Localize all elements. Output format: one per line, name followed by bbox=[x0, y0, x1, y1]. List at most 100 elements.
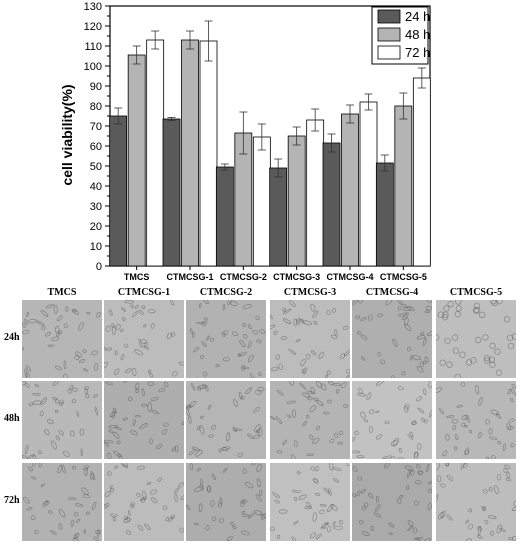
cell-texture bbox=[270, 381, 349, 459]
micrograph-column-label: CTMCSG-2 bbox=[199, 287, 253, 298]
cell-outline bbox=[200, 415, 204, 419]
cell-outline bbox=[208, 434, 215, 438]
cell-outline bbox=[222, 357, 230, 362]
cell-outline bbox=[181, 421, 184, 426]
cell-outline bbox=[446, 361, 453, 368]
cell-outline bbox=[360, 489, 366, 494]
cell-outline bbox=[242, 304, 252, 309]
cell-outline bbox=[227, 300, 233, 305]
cell-outline bbox=[254, 424, 261, 433]
cell-outline bbox=[195, 449, 203, 457]
cell-outline bbox=[162, 505, 168, 511]
cell-outline bbox=[412, 527, 418, 534]
cell-outline bbox=[428, 409, 432, 418]
cell-outline bbox=[51, 336, 60, 342]
cell-outline bbox=[484, 357, 491, 364]
cell-outline bbox=[107, 471, 112, 476]
cell-outline bbox=[217, 501, 222, 508]
cell-outline bbox=[356, 455, 365, 459]
cell-outline bbox=[61, 464, 66, 474]
cell-outline bbox=[62, 450, 70, 457]
cell-outline bbox=[358, 300, 363, 304]
cell-outline bbox=[106, 347, 112, 351]
cell-outline bbox=[481, 506, 486, 511]
cell-outline bbox=[446, 415, 455, 419]
cell-outline bbox=[25, 372, 31, 378]
cell-outline bbox=[272, 492, 281, 499]
cell-texture bbox=[104, 463, 184, 535]
cell-outline bbox=[32, 463, 36, 467]
cell-outline bbox=[130, 430, 138, 436]
cell-outline bbox=[205, 385, 209, 392]
cell-outline bbox=[189, 401, 197, 407]
cell-outline bbox=[488, 428, 493, 435]
cell-outline bbox=[312, 310, 319, 318]
cell-outline bbox=[40, 397, 47, 405]
cell-outline bbox=[44, 429, 50, 436]
category-label: CTMCSG-5 bbox=[380, 272, 427, 282]
cell-outline bbox=[230, 521, 235, 527]
cell-outline bbox=[370, 526, 374, 531]
cell-outline bbox=[392, 437, 399, 447]
cell-outline bbox=[141, 388, 145, 396]
cell-outline bbox=[86, 311, 91, 315]
cell-outline bbox=[180, 494, 184, 500]
cell-outline bbox=[54, 399, 59, 404]
chart-legend: 24 h 48 h 72 h bbox=[371, 6, 430, 65]
cell-outline bbox=[293, 520, 299, 525]
bar bbox=[181, 39, 199, 267]
bar bbox=[359, 101, 378, 267]
cell-outline bbox=[32, 455, 37, 459]
y-tick-label: 30 bbox=[90, 201, 102, 213]
cell-outline bbox=[110, 513, 118, 517]
cell-outline bbox=[110, 488, 115, 492]
cell-texture bbox=[186, 382, 265, 457]
chart-ticks: 0 10 20 30 40 50 60 70 80 90 100 110 120 130 bbox=[84, 1, 404, 273]
cell-outline bbox=[465, 359, 473, 366]
cell-outline bbox=[316, 399, 324, 407]
cell-outline bbox=[461, 422, 466, 427]
cell-outline bbox=[48, 510, 53, 515]
cell-outline bbox=[178, 482, 184, 488]
cell-outline bbox=[436, 494, 439, 502]
cell-outline bbox=[277, 390, 284, 396]
cell-outline bbox=[307, 396, 313, 401]
bar bbox=[287, 135, 306, 267]
micrograph-row-label: 48h bbox=[4, 413, 20, 424]
cell-outline bbox=[41, 325, 46, 331]
bar bbox=[146, 39, 165, 267]
cell-outline bbox=[316, 425, 320, 431]
y-tick-label: 100 bbox=[84, 61, 102, 73]
cell-outline bbox=[104, 439, 114, 444]
cell-outline bbox=[201, 341, 207, 347]
cell-outline bbox=[55, 435, 60, 441]
cell-outline bbox=[241, 514, 251, 517]
cell-outline bbox=[391, 375, 395, 378]
cell-outline bbox=[310, 303, 316, 312]
cell-outline bbox=[319, 509, 325, 514]
cell-outline bbox=[368, 409, 375, 415]
cell-outline bbox=[287, 414, 292, 418]
cell-outline bbox=[149, 438, 153, 444]
cell-outline bbox=[218, 448, 222, 453]
cell-outline bbox=[406, 468, 412, 478]
cell-outline bbox=[36, 320, 45, 326]
cell-outline bbox=[485, 419, 490, 425]
cell-outline bbox=[420, 417, 425, 422]
cell-texture bbox=[22, 381, 99, 459]
cell-outline bbox=[315, 381, 322, 388]
cell-outline bbox=[253, 435, 260, 439]
cell-outline bbox=[375, 410, 380, 414]
cell-outline bbox=[283, 308, 292, 315]
cell-outline bbox=[94, 363, 99, 372]
cell-outline bbox=[437, 512, 444, 520]
cell-outline bbox=[342, 325, 349, 330]
cell-outline bbox=[255, 390, 262, 395]
cell-outline bbox=[81, 487, 89, 495]
cell-outline bbox=[150, 397, 159, 401]
cell-outline bbox=[485, 456, 490, 459]
cell-outline bbox=[25, 444, 29, 455]
cell-outline bbox=[325, 374, 328, 378]
cell-outline bbox=[233, 399, 238, 407]
cell-outline bbox=[109, 309, 113, 316]
